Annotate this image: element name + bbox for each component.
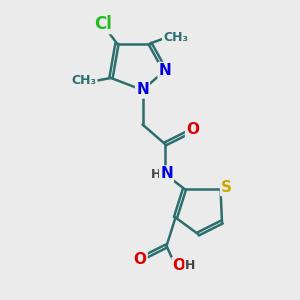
Text: O: O [172,258,186,273]
Text: O: O [134,252,147,267]
Text: N: N [159,63,171,78]
Text: N: N [136,82,149,98]
Text: S: S [221,180,232,195]
Text: H: H [185,259,196,272]
Text: CH₃: CH₃ [71,74,97,88]
Text: Cl: Cl [94,15,112,33]
Text: H: H [151,167,161,181]
Text: O: O [186,122,199,137]
Text: CH₃: CH₃ [163,31,188,44]
Text: N: N [160,167,173,182]
